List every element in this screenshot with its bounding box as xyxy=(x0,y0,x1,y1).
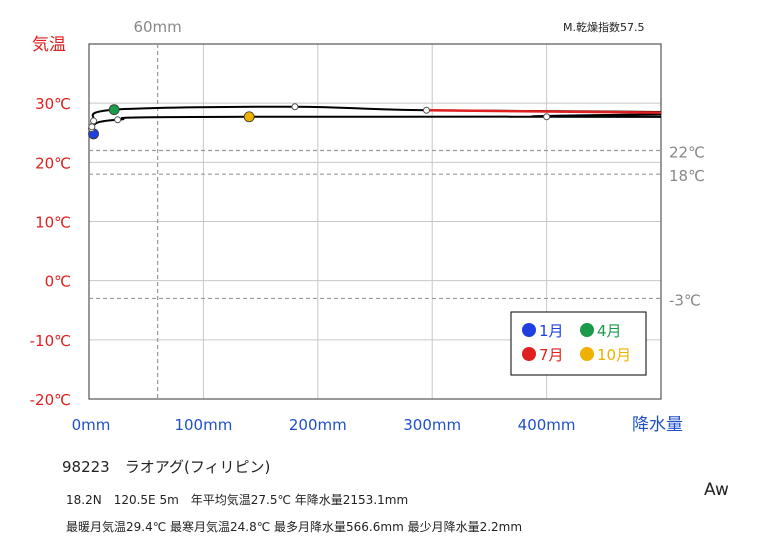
y-axis-title: 気温 xyxy=(32,35,66,55)
reference-line-label: 18℃ xyxy=(669,167,705,185)
reference-lines: 22℃ 18℃ -3℃ 60mm xyxy=(89,18,705,399)
july-segment xyxy=(426,109,662,114)
legend-swatch xyxy=(580,347,594,361)
legend-label: 10月 xyxy=(597,346,631,364)
station-info-line1: 18.2N 120.5E 5m 年平均気温27.5℃ 年降水量2153.1mm xyxy=(66,493,409,507)
legend: 1月 4月 7月 10月 xyxy=(510,311,647,376)
plot-area xyxy=(88,43,662,400)
y-tick-label: 30℃ xyxy=(35,95,71,113)
plot-border xyxy=(88,43,662,400)
y-tick-label: 0℃ xyxy=(45,273,71,291)
x-tick-label: 100mm xyxy=(174,416,232,434)
climate-series xyxy=(88,103,662,140)
reference-line-label: 22℃ xyxy=(669,144,705,162)
station-title: 98223 ラオアグ(フィリピン) xyxy=(62,458,271,476)
y-tick-label: 10℃ xyxy=(35,214,71,232)
month-marker-highlight xyxy=(108,104,120,116)
legend-swatch xyxy=(522,323,536,337)
month-marker-highlight xyxy=(243,111,255,123)
y-tick-label: -20℃ xyxy=(30,391,71,409)
legend-label: 1月 xyxy=(539,322,564,340)
legend-box xyxy=(510,311,647,376)
month-marker xyxy=(422,106,430,114)
dryness-index: M.乾燥指数57.5 xyxy=(563,21,645,34)
month-marker xyxy=(88,123,96,131)
month-marker xyxy=(291,103,299,111)
axis-ticks: 0mm 100mm 200mm 300mm 400mm 30℃ 20℃ 10℃ 0℃ -10℃ -2… xyxy=(30,95,576,434)
climate-code: Aw xyxy=(704,480,729,500)
x-tick-label: 400mm xyxy=(518,416,576,434)
month-marker xyxy=(114,116,122,124)
legend-label: 7月 xyxy=(539,346,564,364)
legend-label: 4月 xyxy=(597,322,622,340)
legend-swatch xyxy=(522,347,536,361)
station-info-line2: 最暖月気温29.4℃ 最寒月気温24.8℃ 最多月降水量566.6mm 最少月降… xyxy=(66,520,523,534)
x-tick-label: 0mm xyxy=(72,416,111,434)
reference-line-label: -3℃ xyxy=(669,291,701,309)
x-tick-label: 300mm xyxy=(403,416,461,434)
reference-line-label: 60mm xyxy=(133,18,181,36)
legend-swatch xyxy=(580,323,594,337)
x-axis-title: 降水量 xyxy=(632,415,683,435)
y-tick-label: -10℃ xyxy=(30,332,71,350)
climate-line xyxy=(89,105,661,135)
x-tick-label: 200mm xyxy=(289,416,347,434)
month-marker xyxy=(90,117,98,125)
y-tick-label: 20℃ xyxy=(35,154,71,172)
month-marker xyxy=(543,113,551,121)
